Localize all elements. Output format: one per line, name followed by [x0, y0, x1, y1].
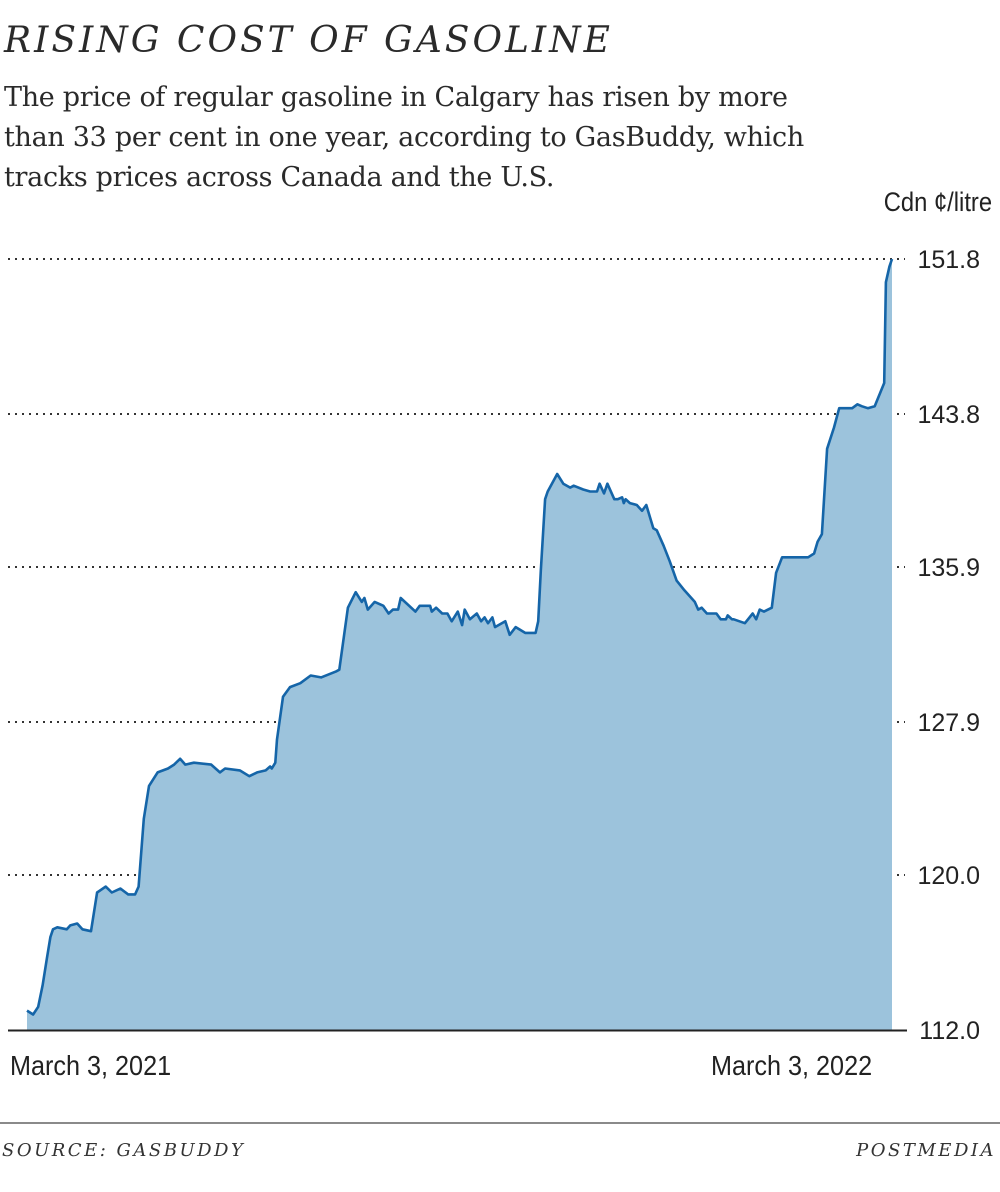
y-tick-label: 127.9 [917, 709, 980, 737]
chart-title: RISING COST OF GASOLINE [4, 20, 613, 61]
y-axis-unit-label: Cdn ¢/litre [883, 187, 992, 217]
footer-divider [0, 1122, 1000, 1124]
price-area-fill [27, 259, 892, 1030]
y-tick-label: 112.0 [919, 1017, 980, 1045]
x-axis-start-label: March 3, 2021 [10, 1050, 172, 1081]
publisher-credit: POSTMEDIA [856, 1140, 996, 1161]
chart-subtitle: The price of regular gasoline in Calgary… [4, 82, 804, 193]
y-tick-label: 120.0 [917, 862, 980, 890]
y-tick-label: 143.8 [917, 401, 980, 429]
y-tick-labels: 112.0 120.0 127.9 135.9 143.8 151.8 [917, 246, 980, 1045]
price-line [26, 258, 894, 1016]
x-axis-end-label: March 3, 2022 [711, 1050, 873, 1081]
y-tick-label: 151.8 [917, 246, 980, 274]
y-tick-label: 135.9 [917, 554, 980, 582]
source-credit: SOURCE: GASBUDDY [2, 1140, 246, 1161]
